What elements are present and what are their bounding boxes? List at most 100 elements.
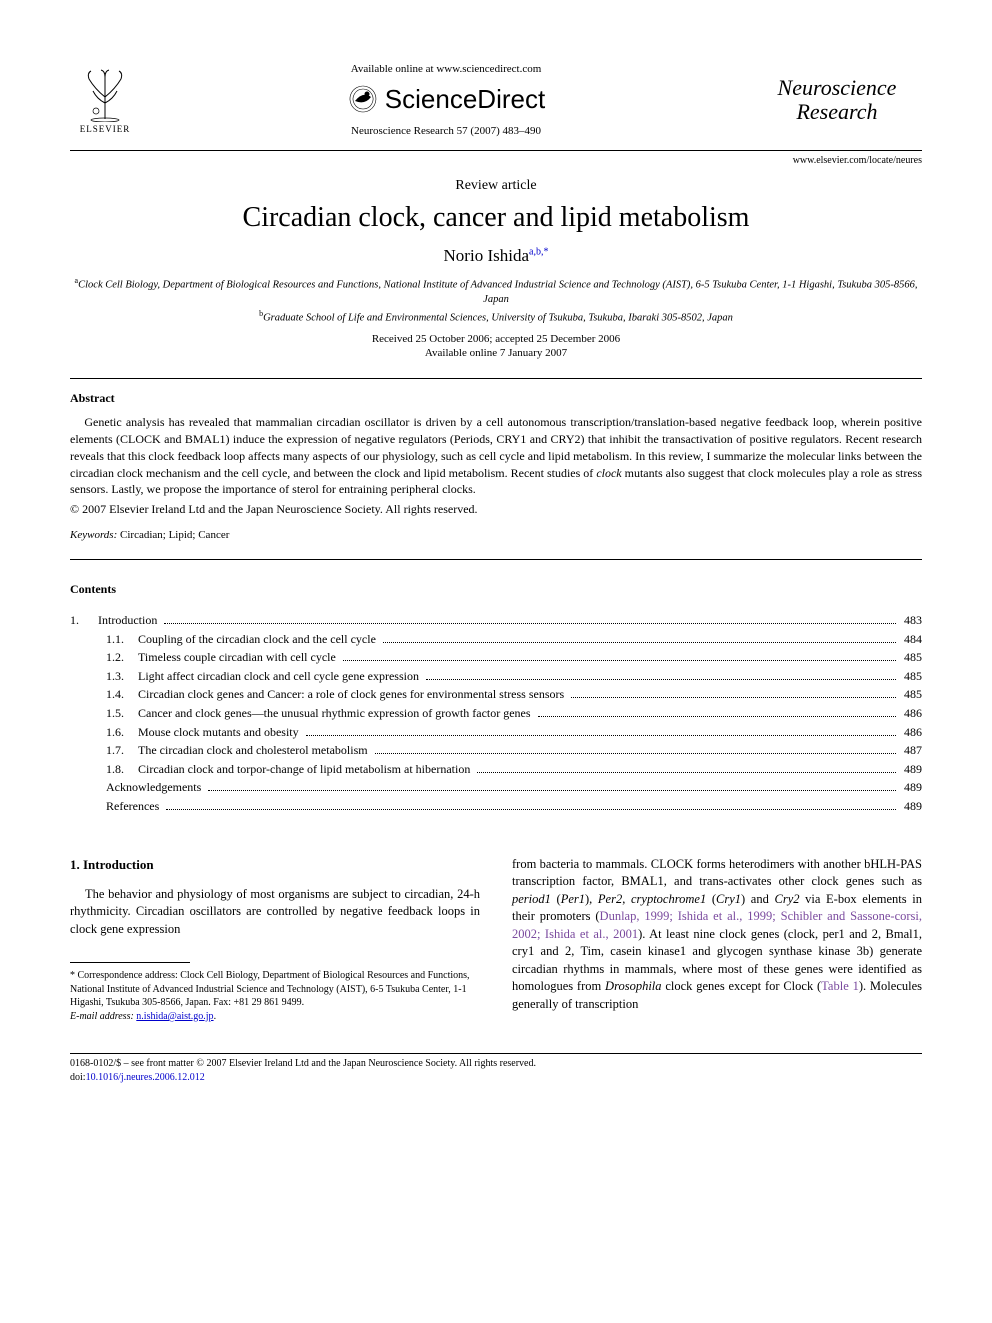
doi-prefix: doi: xyxy=(70,1072,86,1083)
c2-cry1: Cry1 xyxy=(716,892,741,906)
article-title: Circadian clock, cancer and lipid metabo… xyxy=(70,202,922,234)
body-columns: 1. Introduction The behavior and physiol… xyxy=(70,856,922,1024)
column-right: from bacteria to mammals. CLOCK forms he… xyxy=(512,856,922,1024)
journal-title-box: Neuroscience Research xyxy=(752,76,922,124)
toc-number: 1.5. xyxy=(106,704,138,723)
citation-table1[interactable]: Table 1 xyxy=(821,979,859,993)
c2-period1: period1 xyxy=(512,892,551,906)
c2-per1: Per1 xyxy=(561,892,585,906)
toc-row[interactable]: 1.5.Cancer and clock genes—the unusual r… xyxy=(70,704,922,723)
toc-row[interactable]: References489 xyxy=(70,797,922,816)
abstract-clock-italic: clock xyxy=(596,466,621,480)
column-left: 1. Introduction The behavior and physiol… xyxy=(70,856,480,1024)
toc-row[interactable]: 1.3.Light affect circadian clock and cel… xyxy=(70,667,922,686)
footer-copyright: 0168-0102/$ – see front matter © 2007 El… xyxy=(70,1057,922,1071)
journal-reference: Neuroscience Research 57 (2007) 483–490 xyxy=(140,125,752,137)
contents-block: Contents 1.Introduction4831.1.Coupling o… xyxy=(70,582,922,816)
dates-online: Available online 7 January 2007 xyxy=(70,346,922,360)
toc-dots xyxy=(306,735,896,736)
author-name: Norio Ishida xyxy=(444,246,529,265)
toc-label: Light affect circadian clock and cell cy… xyxy=(138,667,422,686)
toc-page: 489 xyxy=(900,797,922,816)
toc-dots xyxy=(383,642,896,643)
toc-page: 484 xyxy=(900,630,922,649)
toc-number: 1.2. xyxy=(106,648,138,667)
footnote-rule xyxy=(70,962,190,963)
toc-label: Introduction xyxy=(98,611,160,630)
header-row: ELSEVIER Available online at www.science… xyxy=(70,60,922,140)
toc-number: 1.3. xyxy=(106,667,138,686)
sciencedirect-logo: ScienceDirect xyxy=(140,83,752,115)
abstract-copyright: © 2007 Elsevier Ireland Ltd and the Japa… xyxy=(70,502,922,517)
journal-name-2: Research xyxy=(752,100,922,124)
toc-row[interactable]: 1.6.Mouse clock mutants and obesity486 xyxy=(70,723,922,742)
c2-mid3: clock genes except for Clock ( xyxy=(662,979,822,993)
abstract-text: Genetic analysis has revealed that mamma… xyxy=(70,414,922,498)
toc-label: The circadian clock and cholesterol meta… xyxy=(138,741,371,760)
toc-row[interactable]: 1.1.Coupling of the circadian clock and … xyxy=(70,630,922,649)
toc-number: 1.8. xyxy=(106,760,138,779)
c2-p1p: ( xyxy=(551,892,561,906)
toc-row[interactable]: 1.Introduction 483 xyxy=(70,611,922,630)
intro-para-2: from bacteria to mammals. CLOCK forms he… xyxy=(512,856,922,1014)
affiliation-a-text: Clock Cell Biology, Department of Biolog… xyxy=(78,280,917,305)
toc-row[interactable]: Acknowledgements 489 xyxy=(70,778,922,797)
intro-heading: 1. Introduction xyxy=(70,856,480,874)
affiliation-b-text: Graduate School of Life and Environmenta… xyxy=(263,312,733,323)
toc-row[interactable]: 1.4.Circadian clock genes and Cancer: a … xyxy=(70,685,922,704)
c2-cr1s: ) and xyxy=(741,892,774,906)
toc-page: 485 xyxy=(900,685,922,704)
toc-dots xyxy=(375,753,896,754)
toc-label: Circadian clock and torpor-change of lip… xyxy=(138,760,473,779)
c2-cr1p: ( xyxy=(706,892,716,906)
affiliation-a: aClock Cell Biology, Department of Biolo… xyxy=(70,276,922,307)
toc-row[interactable]: 1.8.Circadian clock and torpor-change of… xyxy=(70,760,922,779)
toc-label: Timeless couple circadian with cell cycl… xyxy=(138,648,339,667)
toc-label: Acknowledgements xyxy=(106,778,204,797)
footer-rule xyxy=(70,1053,922,1054)
toc-page: 483 xyxy=(900,611,922,630)
abstract-heading: Abstract xyxy=(70,391,922,406)
toc-page: 489 xyxy=(900,778,922,797)
toc-label: Cancer and clock genes—the unusual rhyth… xyxy=(138,704,534,723)
email-footnote: E-mail address: n.ishida@aist.go.jp. xyxy=(70,1010,480,1024)
abstract-bottom-rule xyxy=(70,559,922,560)
elsevier-label: ELSEVIER xyxy=(80,124,131,134)
toc-label: Coupling of the circadian clock and the … xyxy=(138,630,379,649)
keywords-label: Keywords: xyxy=(70,529,117,541)
c2-c1: , xyxy=(622,892,631,906)
email-suffix: . xyxy=(214,1011,217,1022)
elsevier-logo: ELSEVIER xyxy=(70,60,140,140)
corr-text: * Correspondence address: Clock Cell Bio… xyxy=(70,970,470,1008)
c2-drosophila: Drosophila xyxy=(605,979,662,993)
author-corr-star[interactable]: * xyxy=(543,246,548,257)
toc-page: 486 xyxy=(900,723,922,742)
correspondence-footnote: * Correspondence address: Clock Cell Bio… xyxy=(70,969,480,1010)
toc-page: 489 xyxy=(900,760,922,779)
header-rule xyxy=(70,150,922,151)
toc-number: 1.4. xyxy=(106,685,138,704)
keywords-line: Keywords: Circadian; Lipid; Cancer xyxy=(70,529,922,541)
doi-link[interactable]: 10.1016/j.neures.2006.12.012 xyxy=(86,1072,205,1083)
intro-para-1: The behavior and physiology of most orga… xyxy=(70,886,480,939)
email-label: E-mail address: xyxy=(70,1011,134,1022)
article-dates: Received 25 October 2006; accepted 25 De… xyxy=(70,332,922,361)
contents-heading: Contents xyxy=(70,582,922,597)
c2-pre: from bacteria to mammals. CLOCK forms he… xyxy=(512,857,922,889)
toc-row[interactable]: 1.7.The circadian clock and cholesterol … xyxy=(70,741,922,760)
c2-p1s: ), xyxy=(585,892,598,906)
email-link[interactable]: n.ishida@aist.go.jp xyxy=(136,1011,213,1022)
toc-page: 485 xyxy=(900,648,922,667)
toc-page: 486 xyxy=(900,704,922,723)
author-affil-sup[interactable]: a,b, xyxy=(529,246,543,257)
toc-number: 1. xyxy=(70,611,98,630)
article-type: Review article xyxy=(70,178,922,194)
toc-page: 487 xyxy=(900,741,922,760)
toc-number: 1.1. xyxy=(106,630,138,649)
available-online-text: Available online at www.sciencedirect.co… xyxy=(140,63,752,75)
toc-row[interactable]: 1.2.Timeless couple circadian with cell … xyxy=(70,648,922,667)
toc-dots xyxy=(538,716,896,717)
toc-dots xyxy=(164,623,896,624)
c2-per2: Per2 xyxy=(598,892,622,906)
sciencedirect-text: ScienceDirect xyxy=(385,84,545,115)
